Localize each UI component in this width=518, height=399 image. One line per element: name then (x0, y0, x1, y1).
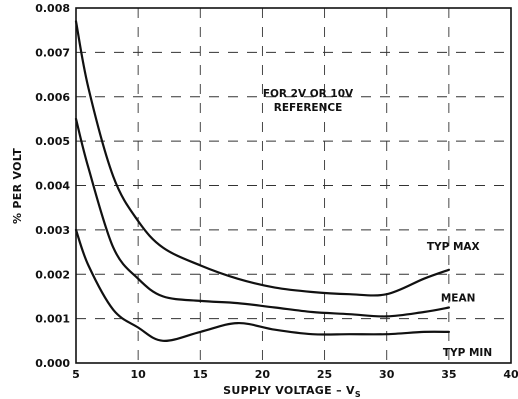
x-tick-labels: 5 10 15 20 25 30 35 40 (72, 368, 518, 381)
y-tick-label: 0.008 (35, 2, 70, 15)
series-line-mean (74, 117, 450, 318)
y-tick-label: 0.005 (35, 135, 70, 148)
y-tick-label: 0.001 (35, 313, 70, 326)
annotation-line-2: REFERENCE (274, 102, 343, 114)
x-tick-label: 40 (503, 368, 518, 381)
x-axis-title-text: SUPPLY VOLTAGE – V (223, 384, 355, 397)
y-tick-label: 0.000 (35, 357, 70, 370)
x-tick-label: 25 (317, 368, 332, 381)
x-tick-label: 5 (72, 368, 80, 381)
series-line-typ-min (74, 228, 450, 342)
series-line-typ-max (74, 20, 450, 297)
series-label-typ-min: TYP MIN (443, 347, 492, 359)
plot-frame (75, 7, 512, 364)
x-tick-label: 10 (130, 368, 146, 381)
y-tick-label: 0.003 (35, 224, 70, 237)
x-axis-title-subscript: S (355, 390, 361, 399)
x-tick-label: 15 (193, 368, 208, 381)
y-axis-title: % PER VOLT (11, 148, 24, 224)
series-label-typ-max: TYP MAX (427, 241, 480, 253)
x-tick-label: 30 (379, 368, 395, 381)
y-tick-label: 0.002 (35, 268, 70, 281)
x-tick-label: 35 (441, 368, 456, 381)
y-tick-label: 0.004 (35, 180, 70, 193)
y-tick-label: 0.007 (35, 46, 70, 59)
series-label-mean: MEAN (441, 293, 476, 305)
y-tick-label: 0.006 (35, 91, 70, 104)
series-labels: TYP MAX MEAN TYP MIN (427, 241, 492, 359)
x-tick-label: 20 (255, 368, 271, 381)
y-tick-labels: 0.000 0.001 0.002 0.003 0.004 0.005 0.006 0.007… (35, 2, 70, 370)
annotation-line-1: FOR 2V OR 10V (263, 88, 354, 100)
series-curves (74, 20, 450, 342)
x-axis-title: SUPPLY VOLTAGE – VS (223, 384, 361, 399)
